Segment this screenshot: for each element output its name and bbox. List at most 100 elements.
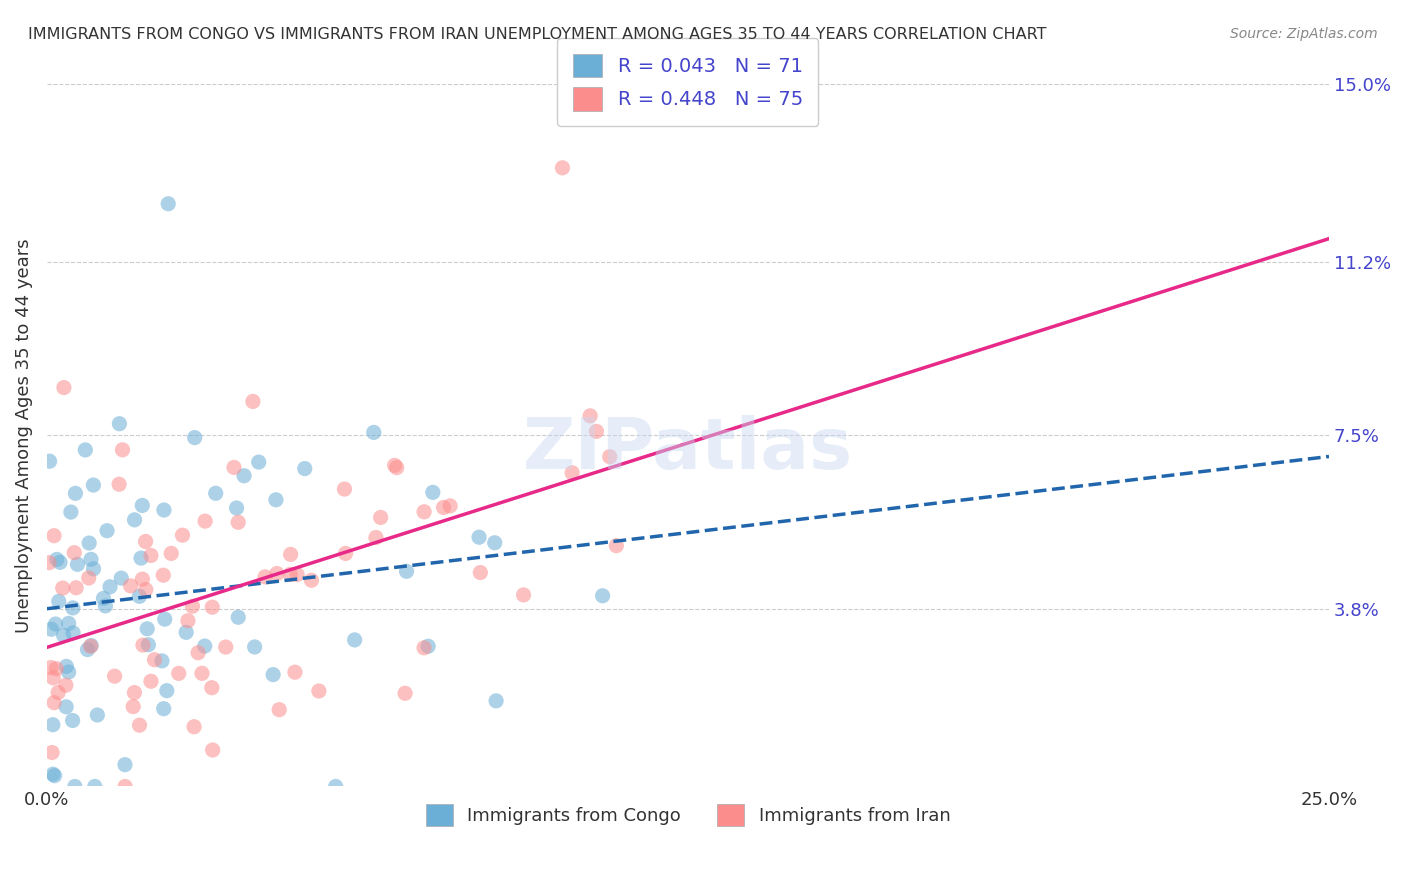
Point: [325, 780, 347, 794]
Point: [194, 639, 217, 653]
Point: [204, 486, 226, 500]
Point: [139, 549, 162, 563]
Point: [394, 686, 416, 700]
Point: [308, 684, 330, 698]
Point: [42, 529, 65, 543]
Point: [233, 468, 256, 483]
Point: [128, 718, 150, 732]
Point: [222, 460, 245, 475]
Point: [152, 568, 174, 582]
Point: [44, 696, 66, 710]
Point: [44, 617, 66, 632]
Point: [79, 639, 101, 653]
Point: [110, 571, 132, 585]
Point: [82, 562, 104, 576]
Point: [201, 600, 224, 615]
Point: [157, 196, 180, 211]
Point: [226, 610, 249, 624]
Point: [294, 461, 316, 475]
Point: [58, 665, 80, 679]
Point: [76, 642, 98, 657]
Point: [114, 780, 136, 794]
Point: [335, 546, 357, 560]
Point: [364, 531, 387, 545]
Point: [484, 535, 506, 549]
Point: [187, 646, 209, 660]
Point: [160, 546, 183, 560]
Point: [264, 492, 287, 507]
Point: [52, 581, 75, 595]
Point: [124, 685, 146, 699]
Point: [98, 580, 121, 594]
Point: [41, 746, 63, 760]
Point: [177, 614, 200, 628]
Point: [52, 628, 75, 642]
Point: [129, 551, 152, 566]
Point: [343, 632, 366, 647]
Point: [385, 460, 408, 475]
Point: [605, 539, 627, 553]
Point: [152, 702, 174, 716]
Point: [413, 505, 436, 519]
Point: [120, 579, 142, 593]
Point: [42, 717, 65, 731]
Point: [108, 417, 131, 431]
Point: [262, 667, 284, 681]
Point: [191, 666, 214, 681]
Point: [439, 499, 461, 513]
Point: [132, 638, 155, 652]
Point: [243, 640, 266, 654]
Point: [66, 558, 89, 572]
Point: [77, 571, 100, 585]
Point: [384, 458, 406, 473]
Legend: Immigrants from Congo, Immigrants from Iran: Immigrants from Congo, Immigrants from I…: [419, 797, 957, 834]
Point: [226, 515, 249, 529]
Point: [139, 674, 162, 689]
Point: [38, 454, 60, 468]
Point: [183, 431, 205, 445]
Point: [422, 485, 444, 500]
Point: [215, 640, 238, 654]
Point: [247, 455, 270, 469]
Point: [63, 780, 86, 794]
Point: [38, 556, 60, 570]
Point: [370, 510, 392, 524]
Point: [153, 612, 176, 626]
Point: [579, 409, 602, 423]
Point: [138, 638, 160, 652]
Text: ZIPatlas: ZIPatlas: [523, 415, 853, 484]
Point: [124, 513, 146, 527]
Point: [131, 572, 153, 586]
Point: [83, 780, 105, 794]
Point: [62, 601, 84, 615]
Point: [55, 678, 77, 692]
Point: [470, 566, 492, 580]
Point: [225, 501, 247, 516]
Point: [136, 622, 159, 636]
Y-axis label: Unemployment Among Ages 35 to 44 years: Unemployment Among Ages 35 to 44 years: [15, 238, 32, 632]
Point: [468, 530, 491, 544]
Point: [41, 622, 63, 636]
Point: [599, 450, 621, 464]
Point: [86, 708, 108, 723]
Point: [111, 442, 134, 457]
Point: [58, 616, 80, 631]
Point: [75, 442, 97, 457]
Point: [48, 594, 70, 608]
Point: [59, 505, 82, 519]
Point: [55, 659, 77, 673]
Point: [128, 590, 150, 604]
Point: [254, 570, 277, 584]
Point: [52, 380, 75, 394]
Point: [150, 654, 173, 668]
Point: [551, 161, 574, 175]
Point: [172, 528, 194, 542]
Point: [108, 477, 131, 491]
Point: [242, 394, 264, 409]
Point: [280, 548, 302, 562]
Point: [266, 566, 288, 581]
Text: IMMIGRANTS FROM CONGO VS IMMIGRANTS FROM IRAN UNEMPLOYMENT AMONG AGES 35 TO 44 Y: IMMIGRANTS FROM CONGO VS IMMIGRANTS FROM…: [28, 27, 1046, 42]
Point: [45, 552, 67, 566]
Point: [94, 599, 117, 613]
Point: [285, 567, 308, 582]
